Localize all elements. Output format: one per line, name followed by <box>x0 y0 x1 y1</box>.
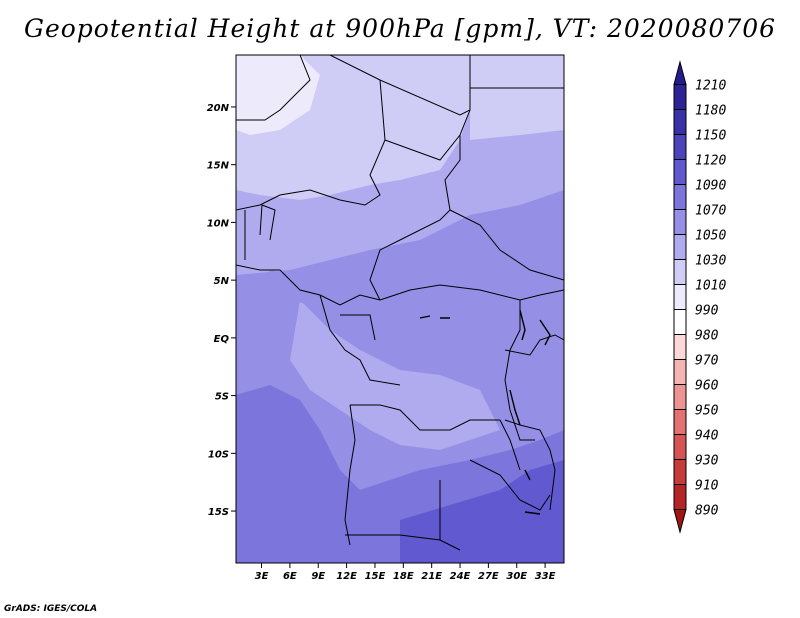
field-990-sahara <box>236 55 320 135</box>
country-borders <box>236 55 564 551</box>
y-tick-label: 5S <box>215 392 229 403</box>
x-tick-label: 18E <box>393 571 414 582</box>
map-area <box>236 55 564 563</box>
x-tick-label: 24E <box>450 571 471 582</box>
field-1030-central <box>290 300 500 450</box>
x-tick-label: 33E <box>535 571 556 582</box>
x-axis: 3E 6E 9E 12E 15E 18E 21E 24E 27E 30E 33E <box>255 563 556 582</box>
colorbar-label: 950 <box>695 404 719 419</box>
colorbar-swatch <box>673 284 687 310</box>
grads-credit: GrADS: IGES/COLA <box>4 604 98 614</box>
chart-title: Geopotential Height at 900hPa [gpm], VT:… <box>23 14 777 43</box>
colorbar-label: 1010 <box>695 279 726 294</box>
field-1050-congo <box>260 270 564 420</box>
colorbar-swatch <box>673 309 687 335</box>
y-tick-label: 5N <box>214 276 230 287</box>
colorbar: 1210 1180 1150 1120 1090 1070 1050 1030 1010 990 9… <box>673 60 726 534</box>
map-frame <box>235 54 565 564</box>
y-tick-label: 20N <box>207 103 230 114</box>
colorbar-swatch <box>673 209 687 235</box>
colorbar-swatch <box>673 334 687 360</box>
lakes <box>419 309 551 515</box>
colorbar-label: 1210 <box>695 79 726 94</box>
y-tick-label: 15N <box>207 161 230 172</box>
y-axis: 20N 15N 10N 5N EQ 5S 10S 15S <box>207 103 236 518</box>
colorbar-label: 990 <box>695 304 719 319</box>
colorbar-label: 1120 <box>695 154 726 169</box>
colorbar-swatch <box>673 384 687 410</box>
colorbar-swatch <box>673 134 687 160</box>
colorbar-swatch <box>673 509 687 534</box>
x-tick-label: 12E <box>336 571 357 582</box>
field-1010-egypt <box>470 55 564 140</box>
field-1090-zambia <box>400 460 564 563</box>
colorbar-swatch <box>673 259 687 285</box>
colorbar-label: 970 <box>695 354 719 369</box>
colorbar-swatch <box>673 234 687 260</box>
colorbar-label: 1030 <box>695 254 726 269</box>
colorbar-swatch <box>673 60 687 85</box>
y-tick-label: 15S <box>208 507 229 518</box>
colorbar-label: 1180 <box>695 104 726 119</box>
x-tick-label: 30E <box>506 571 527 582</box>
colorbar-label: 1050 <box>695 229 726 244</box>
x-tick-label: 21E <box>421 571 442 582</box>
x-tick-label: 6E <box>283 571 297 582</box>
colorbar-swatch <box>673 109 687 135</box>
colorbar-label: 940 <box>695 429 719 444</box>
colorbar-swatch <box>673 434 687 460</box>
y-tick-label: 10S <box>208 449 229 460</box>
y-tick-label: EQ <box>214 334 230 345</box>
colorbar-swatch <box>673 184 687 210</box>
x-tick-label: 27E <box>478 571 499 582</box>
colorbar-label: 960 <box>695 379 719 394</box>
colorbar-swatch <box>673 484 687 510</box>
colorbar-label: 930 <box>695 454 719 469</box>
x-tick-label: 9E <box>311 571 325 582</box>
x-tick-label: 15E <box>365 571 386 582</box>
colorbar-label: 980 <box>695 329 719 344</box>
y-tick-label: 10N <box>207 218 230 229</box>
colorbar-label: 910 <box>695 479 719 494</box>
colorbar-swatch <box>673 359 687 385</box>
colorbar-label: 1090 <box>695 179 726 194</box>
colorbar-label: 1070 <box>695 204 726 219</box>
colorbar-swatch <box>673 159 687 185</box>
colorbar-label: 1150 <box>695 129 726 144</box>
colorbar-label: 890 <box>695 504 719 519</box>
colorbar-swatch <box>673 459 687 485</box>
colorbar-swatch <box>673 409 687 435</box>
colorbar-swatch <box>673 84 687 110</box>
x-tick-label: 3E <box>255 571 269 582</box>
